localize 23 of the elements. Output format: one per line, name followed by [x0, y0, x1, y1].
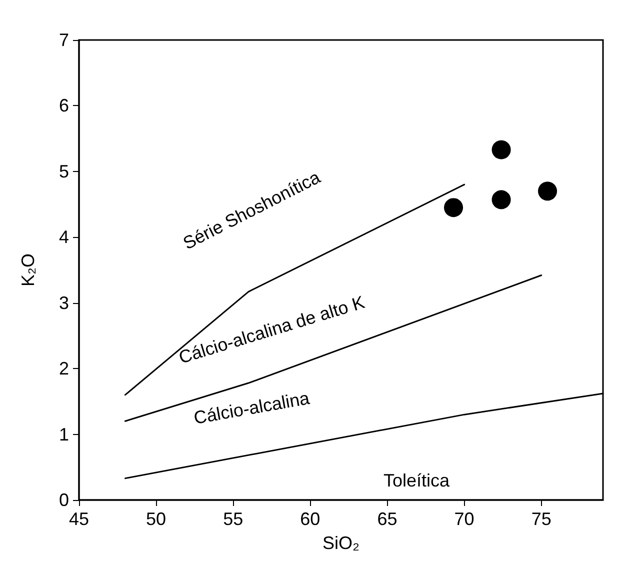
x-axis-title: SiO₂ — [322, 533, 360, 553]
x-tick-label: 70 — [454, 509, 474, 529]
y-tick-label: 2 — [58, 358, 69, 379]
y-tick-label: 0 — [58, 490, 69, 510]
y-tick-label: 3 — [58, 292, 69, 313]
y-tick-label: 5 — [58, 161, 69, 182]
annotation: Toleítica — [383, 470, 451, 490]
x-tick-label: 55 — [223, 509, 244, 529]
point — [492, 190, 511, 210]
point — [444, 198, 464, 218]
x-tick-label: 60 — [300, 509, 320, 529]
x-tick-label: 45 — [68, 509, 90, 529]
annotation: Cálcio-alcalina — [192, 388, 312, 428]
x-tick-label: 75 — [531, 509, 552, 529]
point — [492, 140, 511, 160]
y-tick-label: 6 — [58, 96, 69, 116]
y-tick-label: 7 — [58, 30, 69, 50]
y-tick-label: 4 — [58, 227, 69, 248]
point — [538, 182, 558, 201]
x-tick-label: 65 — [377, 509, 398, 529]
x-tick-label: 50 — [146, 509, 166, 529]
y-axis-title: K₂O — [18, 254, 38, 286]
y-tick-label: 1 — [58, 424, 69, 444]
